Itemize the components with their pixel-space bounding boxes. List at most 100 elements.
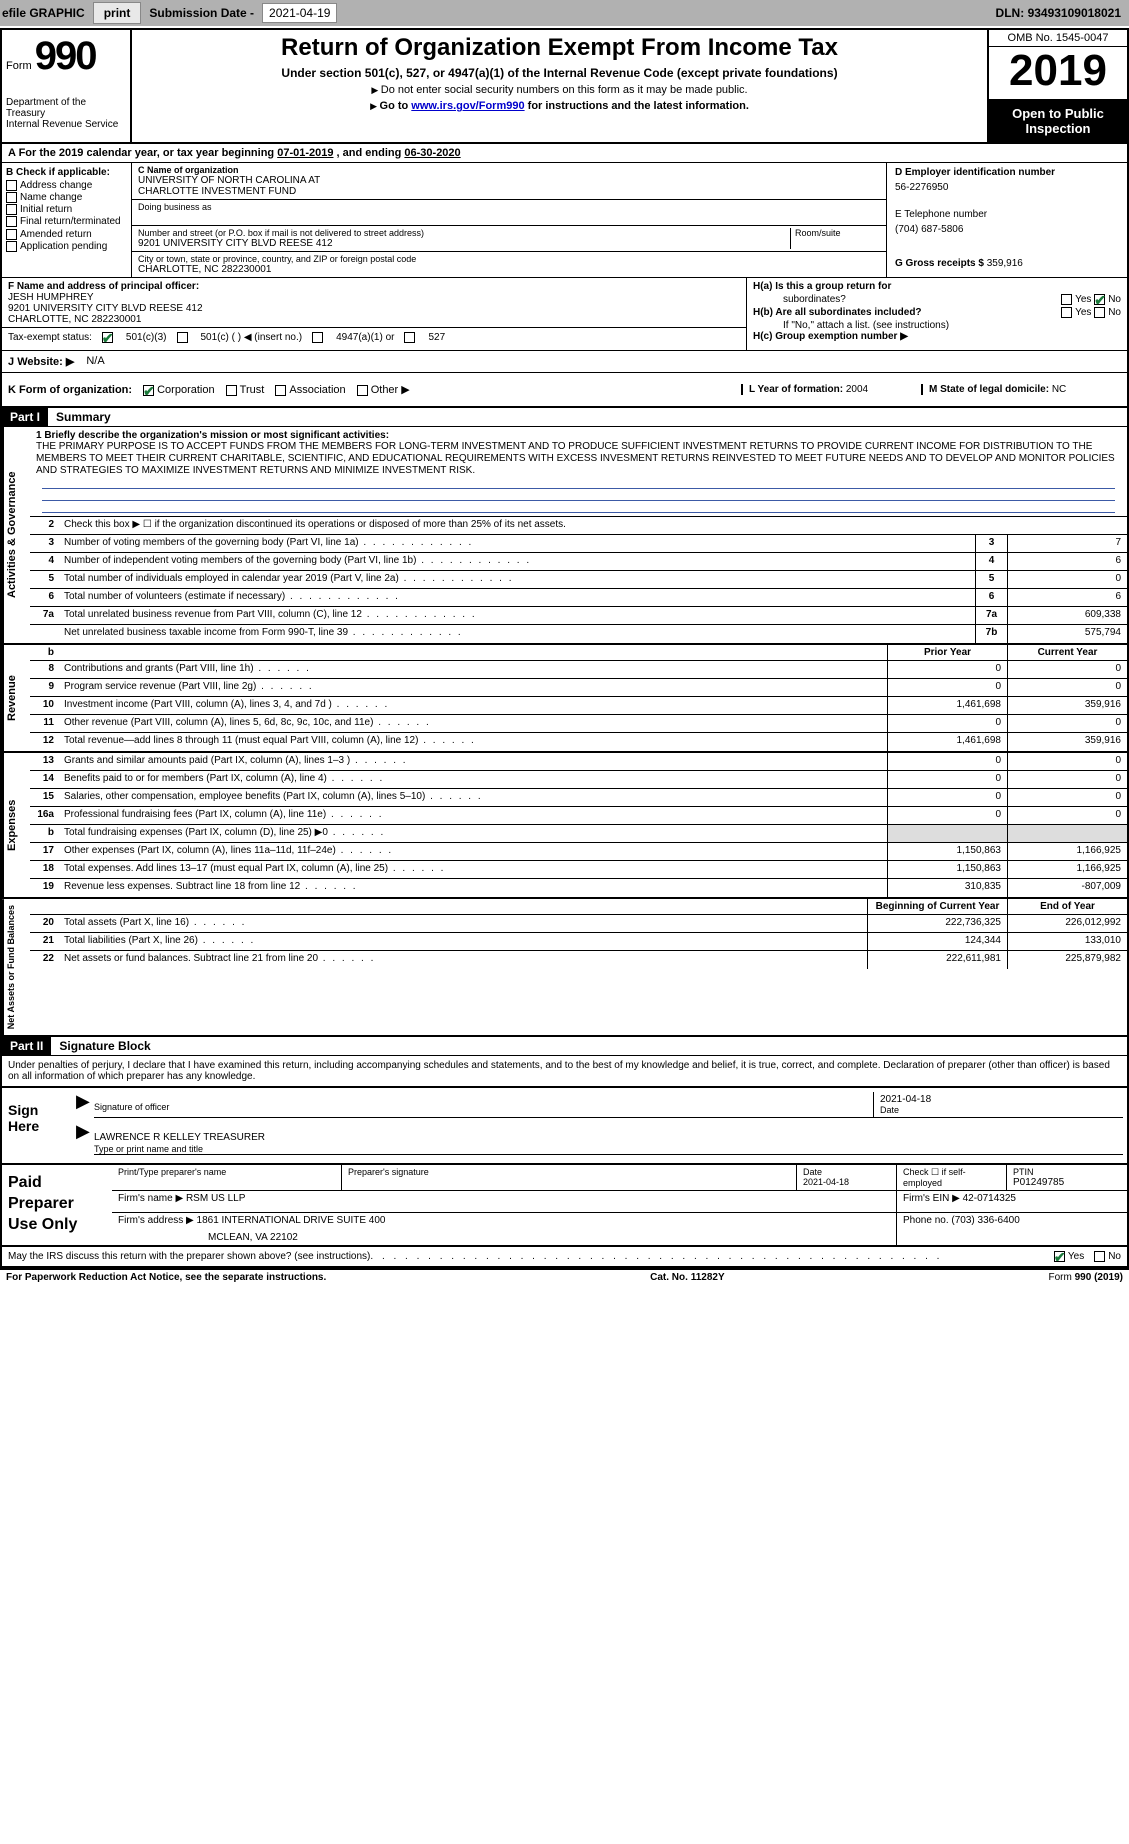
chk-corp[interactable] bbox=[143, 385, 154, 396]
row-desc: Other expenses (Part IX, column (A), lin… bbox=[60, 843, 887, 860]
chk-other[interactable] bbox=[357, 385, 368, 396]
data-row: 18 Total expenses. Add lines 13–17 (must… bbox=[30, 861, 1127, 879]
top-toolbar: efile GRAPHIC print Submission Date - 20… bbox=[0, 0, 1129, 26]
section-fh: F Name and address of principal officer:… bbox=[2, 278, 1127, 351]
prior-value: 1,461,698 bbox=[887, 733, 1007, 751]
header-middle: Return of Organization Exempt From Incom… bbox=[132, 30, 987, 142]
row-desc: Salaries, other compensation, employee b… bbox=[60, 789, 887, 806]
box-f: F Name and address of principal officer:… bbox=[2, 278, 747, 350]
firm-phone: Phone no. (703) 336-6400 bbox=[897, 1213, 1127, 1245]
ptin: PTIN P01249785 bbox=[1007, 1165, 1127, 1190]
current-value: 226,012,992 bbox=[1007, 915, 1127, 932]
row-desc: Net assets or fund balances. Subtract li… bbox=[60, 951, 867, 969]
department: Department of the Treasury Internal Reve… bbox=[6, 97, 126, 130]
period-begin: 07-01-2019 bbox=[277, 147, 333, 159]
sign-here-block: Sign Here ▶ Signature of officer 2021-04… bbox=[2, 1088, 1127, 1165]
section-revenue: Revenue b Prior Year Current Year 8 Cont… bbox=[2, 645, 1127, 753]
current-value: 0 bbox=[1007, 661, 1127, 678]
part-ii-header: Part II Signature Block bbox=[2, 1037, 1127, 1056]
row-box: 4 bbox=[975, 553, 1007, 570]
chk-assoc[interactable] bbox=[275, 385, 286, 396]
row-box: 5 bbox=[975, 571, 1007, 588]
current-value: 0 bbox=[1007, 679, 1127, 696]
row-desc: Total assets (Part X, line 16) bbox=[60, 915, 867, 932]
instructions-link[interactable]: www.irs.gov/Form990 bbox=[411, 100, 524, 112]
chk-trust[interactable] bbox=[226, 385, 237, 396]
chk-initial-return[interactable]: Initial return bbox=[6, 204, 127, 215]
chk-name-change[interactable]: Name change bbox=[6, 192, 127, 203]
section-net-assets: Net Assets or Fund Balances Beginning of… bbox=[2, 899, 1127, 1037]
current-value: 133,010 bbox=[1007, 933, 1127, 950]
part-i-header: Part I Summary bbox=[2, 408, 1127, 427]
chk-application-pending[interactable]: Application pending bbox=[6, 241, 127, 252]
chk-501c[interactable] bbox=[177, 332, 188, 343]
gov-row: 3 Number of voting members of the govern… bbox=[30, 535, 1127, 553]
prior-value: 310,835 bbox=[887, 879, 1007, 897]
self-employed-check[interactable]: Check ☐ if self-employed bbox=[897, 1165, 1007, 1190]
box-m: M State of legal domicile: NC bbox=[921, 384, 1121, 395]
paid-preparer-block: Paid Preparer Use Only Print/Type prepar… bbox=[2, 1165, 1127, 1247]
chk-address-change[interactable]: Address change bbox=[6, 180, 127, 191]
current-value: 0 bbox=[1007, 715, 1127, 732]
arrow-icon: ▶ bbox=[76, 1122, 94, 1155]
box-c: C Name of organization UNIVERSITY OF NOR… bbox=[132, 163, 887, 277]
chk-501c3[interactable] bbox=[102, 332, 113, 343]
box-k: K Form of organization: Corporation Trus… bbox=[8, 383, 741, 396]
ha-no[interactable] bbox=[1094, 294, 1105, 305]
header-right: OMB No. 1545-0047 2019 Open to Public In… bbox=[987, 30, 1127, 142]
data-row: 8 Contributions and grants (Part VIII, l… bbox=[30, 661, 1127, 679]
row-box: 7a bbox=[975, 607, 1007, 624]
prior-value: 0 bbox=[887, 661, 1007, 678]
row-desc: Contributions and grants (Part VIII, lin… bbox=[60, 661, 887, 678]
discuss-yes[interactable] bbox=[1054, 1251, 1065, 1262]
data-row: 11 Other revenue (Part VIII, column (A),… bbox=[30, 715, 1127, 733]
data-row: 15 Salaries, other compensation, employe… bbox=[30, 789, 1127, 807]
row-desc: Total number of individuals employed in … bbox=[60, 571, 975, 588]
chk-amended-return[interactable]: Amended return bbox=[6, 229, 127, 240]
form-subtitle: Under section 501(c), 527, or 4947(a)(1)… bbox=[140, 66, 979, 80]
name-title-line: LAWRENCE R KELLEY TREASURER Type or prin… bbox=[94, 1122, 1123, 1155]
officer-signature-line[interactable]: Signature of officer bbox=[94, 1092, 873, 1118]
data-row: 9 Program service revenue (Part VIII, li… bbox=[30, 679, 1127, 697]
gov-row: Net unrelated business taxable income fr… bbox=[30, 625, 1127, 643]
preparer-signature[interactable]: Preparer's signature bbox=[342, 1165, 797, 1190]
row-box: 3 bbox=[975, 535, 1007, 552]
row-desc: Benefits paid to or for members (Part IX… bbox=[60, 771, 887, 788]
chk-527[interactable] bbox=[404, 332, 415, 343]
data-row: 10 Investment income (Part VIII, column … bbox=[30, 697, 1127, 715]
data-row: 12 Total revenue—add lines 8 through 11 … bbox=[30, 733, 1127, 751]
current-value: 0 bbox=[1007, 789, 1127, 806]
discuss-no[interactable] bbox=[1094, 1251, 1105, 1262]
row-box: 6 bbox=[975, 589, 1007, 606]
row-value: 575,794 bbox=[1007, 625, 1127, 643]
current-value: 0 bbox=[1007, 807, 1127, 824]
gov-row: 6 Total number of volunteers (estimate i… bbox=[30, 589, 1127, 607]
row-desc: Investment income (Part VIII, column (A)… bbox=[60, 697, 887, 714]
rev-col-headers: b Prior Year Current Year bbox=[30, 645, 1127, 661]
row-klm: K Form of organization: Corporation Trus… bbox=[2, 373, 1127, 408]
current-value: 359,916 bbox=[1007, 733, 1127, 751]
firm-address: Firm's address ▶ 1861 INTERNATIONAL DRIV… bbox=[112, 1213, 897, 1245]
current-value: 359,916 bbox=[1007, 697, 1127, 714]
period-end: 06-30-2020 bbox=[404, 147, 460, 159]
form-word: Form bbox=[6, 60, 32, 72]
side-expenses: Expenses bbox=[2, 753, 30, 897]
row-box: 7b bbox=[975, 625, 1007, 643]
data-row: 20 Total assets (Part X, line 16) 222,73… bbox=[30, 915, 1127, 933]
prior-value: 0 bbox=[887, 753, 1007, 770]
data-row: 17 Other expenses (Part IX, column (A), … bbox=[30, 843, 1127, 861]
data-row: 19 Revenue less expenses. Subtract line … bbox=[30, 879, 1127, 897]
current-value: 225,879,982 bbox=[1007, 951, 1127, 969]
gross-receipts: 359,916 bbox=[987, 258, 1023, 269]
gov-row: 7a Total unrelated business revenue from… bbox=[30, 607, 1127, 625]
print-button[interactable]: print bbox=[93, 2, 142, 24]
row-desc: Net unrelated business taxable income fr… bbox=[60, 625, 975, 643]
hb-yes[interactable] bbox=[1061, 307, 1072, 318]
row-value: 0 bbox=[1007, 571, 1127, 588]
chk-4947[interactable] bbox=[312, 332, 323, 343]
data-row: 21 Total liabilities (Part X, line 26) 1… bbox=[30, 933, 1127, 951]
current-value: 0 bbox=[1007, 771, 1127, 788]
chk-final-return[interactable]: Final return/terminated bbox=[6, 216, 127, 227]
hb-no[interactable] bbox=[1094, 307, 1105, 318]
ha-yes[interactable] bbox=[1061, 294, 1072, 305]
